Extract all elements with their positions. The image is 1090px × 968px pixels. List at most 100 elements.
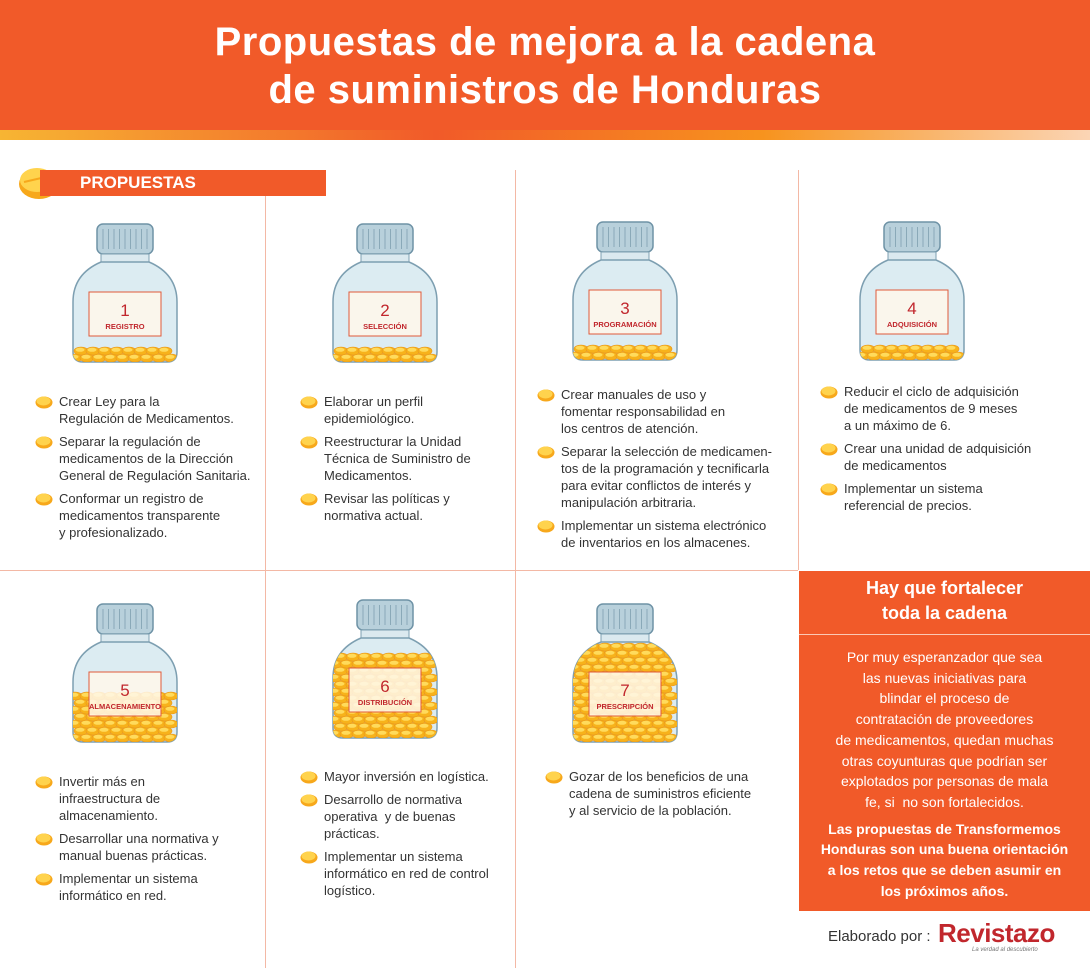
text-line: Invertir más en: [59, 774, 145, 789]
pill-shine: [635, 657, 645, 662]
pill-shine: [333, 674, 339, 679]
pill: [36, 396, 51, 406]
pill-shine: [141, 720, 151, 725]
pill-shine: [419, 709, 429, 714]
pill-shine: [141, 734, 151, 739]
pill-shine: [377, 660, 387, 665]
pill-shine: [910, 345, 920, 350]
pill: [821, 386, 836, 396]
text-line: prácticas.: [324, 826, 380, 841]
pill-shine: [641, 352, 651, 357]
rule: [799, 634, 1090, 635]
text-line: General de Regulación Sanitaria.: [59, 468, 251, 483]
text-line: Desarrollo de normativa: [324, 792, 463, 807]
card-name: REGISTRO: [105, 322, 144, 331]
pill-shine: [371, 347, 381, 352]
pill-shine: [653, 352, 663, 357]
title: de suministros de Honduras: [268, 68, 822, 112]
pill-shine: [880, 352, 890, 357]
pill-shine: [575, 671, 585, 676]
pill-shine: [665, 706, 675, 711]
pill-shine: [611, 657, 621, 662]
bullet-icon: [35, 873, 53, 886]
pill: [301, 851, 316, 861]
bottle: 4 ADQUISICIÓN: [859, 221, 965, 361]
text-line: cadena de suministros eficiente: [569, 786, 752, 801]
text-line: Elaborar un perfil: [324, 394, 423, 409]
pill-shine: [605, 720, 615, 725]
pill-shine: [419, 653, 429, 658]
text-line: Mayor inversión en logística.: [324, 769, 489, 784]
text-line: de medicamentos: [844, 458, 947, 473]
pill-shine: [629, 664, 639, 669]
card-number: 4: [907, 299, 916, 318]
pill-shine: [153, 354, 163, 359]
pill-shine: [383, 347, 393, 352]
pill-shine: [868, 352, 878, 357]
text-line: fomentar responsabilidad en: [561, 404, 726, 419]
pill-shine: [629, 720, 639, 725]
pill-shine: [587, 345, 597, 350]
pill-shine: [93, 734, 103, 739]
pill-shine: [593, 664, 603, 669]
pill-shine: [333, 702, 339, 707]
pill-shine: [335, 723, 345, 728]
bullet-icon: [820, 386, 838, 399]
pill-shine: [347, 347, 357, 352]
bullet-list: Invertir más en infraestructura de almacen…: [35, 773, 270, 910]
pill: [573, 649, 583, 659]
text-line: informático en red de control: [324, 866, 489, 881]
pill-shine: [573, 650, 579, 655]
pill-shine: [593, 650, 603, 655]
text-line: referencial de precios.: [844, 498, 972, 513]
pill-shine: [665, 692, 675, 697]
pill: [301, 396, 316, 406]
title: Propuestas de mejora a la cadena: [214, 20, 876, 64]
pill-shine: [99, 727, 109, 732]
card-name: ALMACENAMIENTO: [89, 702, 161, 711]
bullet-icon: [537, 446, 555, 459]
bullet-list: Reducir el ciclo de adquisición de medica…: [820, 383, 1055, 520]
pill-shine: [425, 660, 435, 665]
bullet-icon: [300, 794, 318, 807]
pill-shine: [934, 345, 944, 350]
pill: [538, 446, 553, 456]
pill-shine: [407, 653, 417, 658]
pill-shine: [359, 653, 369, 658]
pill-shine: [333, 716, 339, 721]
divider: [798, 170, 799, 570]
bottle-label: [88, 671, 162, 717]
bullet-item: Separar la regulación de medicamentos de …: [35, 433, 270, 484]
pill-shine: [575, 685, 585, 690]
pill-shine: [105, 720, 115, 725]
pill-shine: [665, 650, 675, 655]
pill-shine: [99, 347, 109, 352]
text-line: Las propuestas de Transformemos: [828, 820, 1061, 837]
pill-shine: [407, 347, 417, 352]
text-line: medicamentos de la Dirección: [59, 451, 234, 466]
pill-shine: [425, 674, 435, 679]
pill-shine: [922, 345, 932, 350]
pill-shine: [395, 347, 405, 352]
pill-shine: [341, 688, 351, 693]
pill-shine: [904, 352, 914, 357]
bullet-icon: [300, 851, 318, 864]
bullet-item: Implementar un sistema informático en red…: [300, 848, 535, 899]
pill-shine: [623, 657, 633, 662]
text-line: las nuevas iniciativas para: [862, 669, 1027, 686]
bullet-list: Gozar de los beneficios de una cadena de …: [545, 768, 780, 825]
pill-shine: [659, 671, 669, 676]
pill-shine: [389, 716, 399, 721]
bottle-neck: [887, 251, 937, 261]
text-line: Reducir el ciclo de adquisición: [844, 384, 1019, 399]
pills: [860, 344, 964, 360]
pill-shine: [129, 354, 139, 359]
pill-shine: [413, 354, 423, 359]
pill-shine: [413, 716, 423, 721]
text-line: los centros de atención.: [561, 421, 699, 436]
pill: [821, 443, 836, 453]
pill-shine: [333, 688, 339, 693]
text-line: Por muy esperanzador que sea: [846, 649, 1043, 665]
pill-shine: [365, 660, 375, 665]
